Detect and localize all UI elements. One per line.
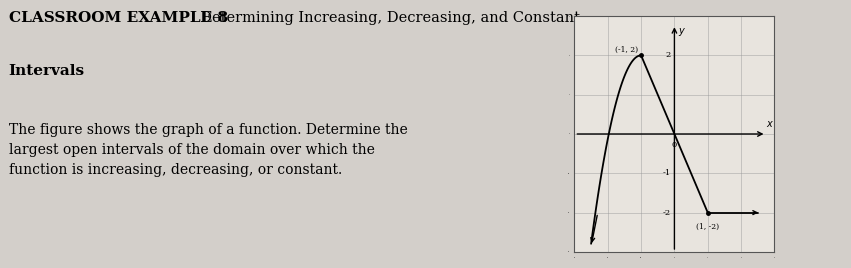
Text: -2: -2 xyxy=(662,209,671,217)
Text: $y$: $y$ xyxy=(677,26,686,38)
Text: Intervals: Intervals xyxy=(9,64,84,78)
Text: 2: 2 xyxy=(665,51,671,59)
Text: -1: -1 xyxy=(662,169,671,177)
Text: (-1, 2): (-1, 2) xyxy=(614,45,637,53)
Text: CLASSROOM EXAMPLE 8: CLASSROOM EXAMPLE 8 xyxy=(9,11,227,25)
Text: 0: 0 xyxy=(671,141,677,149)
Text: (1, -2): (1, -2) xyxy=(696,222,719,230)
Text: Determining Increasing, Decreasing, and Constant: Determining Increasing, Decreasing, and … xyxy=(191,11,580,25)
Text: The figure shows the graph of a function. Determine the
largest open intervals o: The figure shows the graph of a function… xyxy=(9,123,408,177)
Text: $x$: $x$ xyxy=(766,119,774,129)
